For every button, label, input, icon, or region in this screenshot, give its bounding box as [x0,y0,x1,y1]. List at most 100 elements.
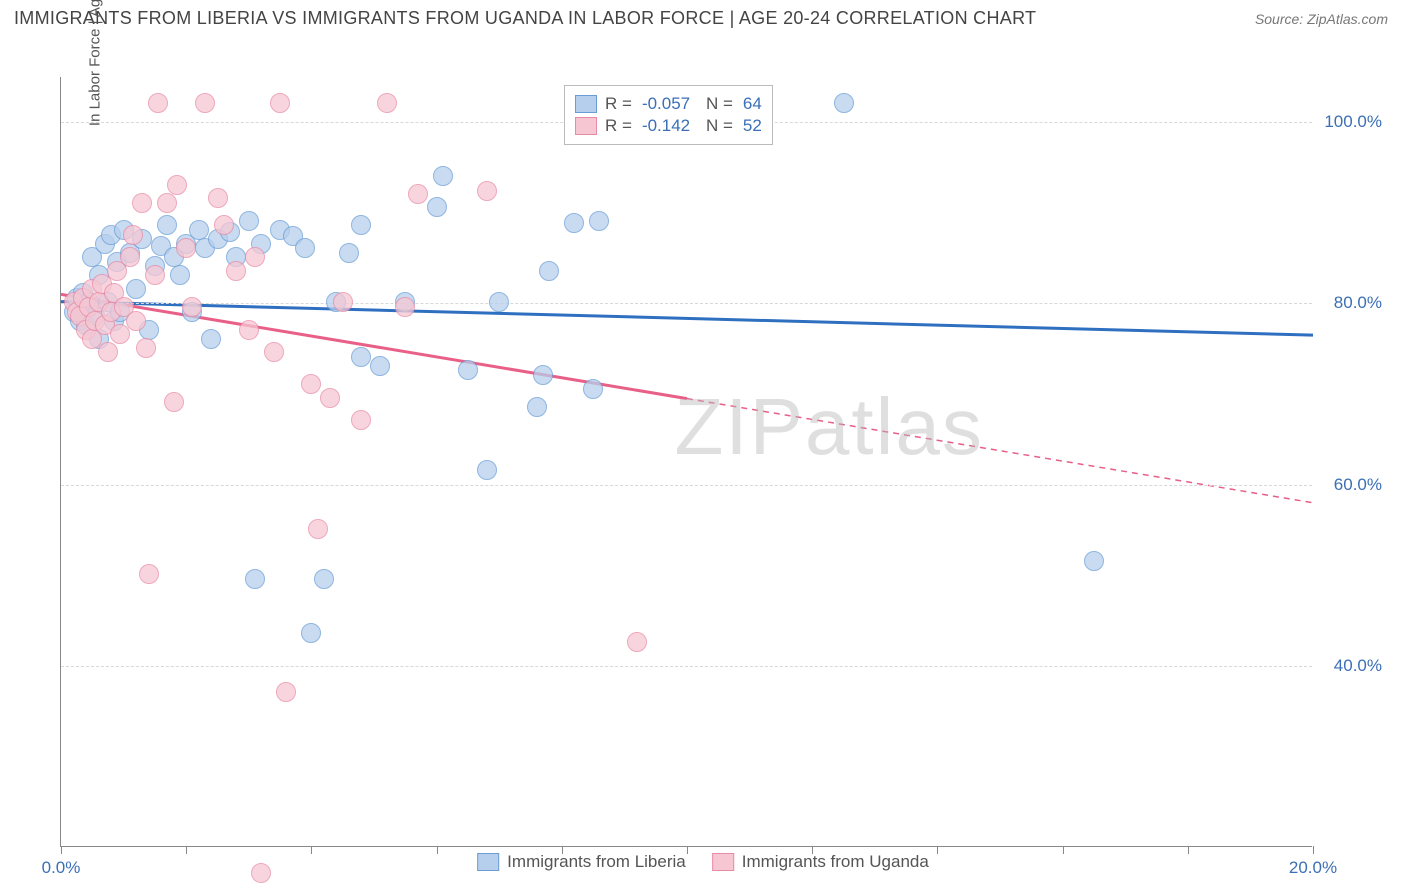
data-point [408,184,428,204]
data-point [270,93,290,113]
legend-row: R = -0.057 N = 64 [575,94,762,114]
gridline [61,303,1312,304]
data-point [126,279,146,299]
x-tick [61,846,62,854]
x-tick [311,846,312,854]
data-point [564,213,584,233]
data-point [239,211,259,231]
data-point [136,338,156,358]
legend-series-name: Immigrants from Liberia [507,852,686,872]
x-tick [1188,846,1189,854]
data-point [195,93,215,113]
data-point [208,188,228,208]
y-tick-label: 100.0% [1324,112,1382,132]
data-point [295,238,315,258]
data-point [245,247,265,267]
series-legend: Immigrants from Liberia Immigrants from U… [477,852,929,872]
x-tick-label: 0.0% [42,858,81,878]
data-point [139,564,159,584]
data-point [308,519,328,539]
data-point [395,297,415,317]
chart-title: IMMIGRANTS FROM LIBERIA VS IMMIGRANTS FR… [14,8,1036,29]
legend-series-name: Immigrants from Uganda [742,852,929,872]
y-tick-label: 80.0% [1334,293,1382,313]
data-point [189,220,209,240]
data-point [182,297,202,317]
data-point [276,682,296,702]
data-point [226,261,246,281]
legend-r-label: R = [605,116,632,136]
data-point [264,342,284,362]
legend-swatch [575,95,597,113]
data-point [148,93,168,113]
x-tick [1063,846,1064,854]
data-point [201,329,221,349]
legend-r-value: -0.057 [642,94,698,114]
legend-n-value: 52 [743,116,762,136]
plot-area: ZIPatlas 40.0%60.0%80.0%100.0%0.0%20.0% [60,77,1312,847]
legend-item: Immigrants from Uganda [712,852,929,872]
data-point [1084,551,1104,571]
data-point [377,93,397,113]
gridline [61,666,1312,667]
legend-swatch [575,117,597,135]
data-point [583,379,603,399]
correlation-legend: R = -0.057 N = 64 R = -0.142 N = 52 [564,85,773,145]
data-point [245,569,265,589]
legend-r-value: -0.142 [642,116,698,136]
data-point [527,397,547,417]
legend-swatch [477,853,499,871]
x-tick [1313,846,1314,854]
legend-r-label: R = [605,94,632,114]
data-point [132,193,152,213]
x-tick [186,846,187,854]
data-point [477,181,497,201]
data-point [164,392,184,412]
data-point [589,211,609,231]
x-tick [437,846,438,854]
data-point [176,238,196,258]
data-point [339,243,359,263]
data-point [167,175,187,195]
data-point [157,193,177,213]
data-point [251,863,271,883]
data-point [333,292,353,312]
data-point [301,374,321,394]
source-label: Source: ZipAtlas.com [1255,11,1388,27]
legend-item: Immigrants from Liberia [477,852,686,872]
data-point [351,347,371,367]
data-point [314,569,334,589]
data-point [214,215,234,235]
data-point [120,247,140,267]
data-point [458,360,478,380]
legend-n-label: N = [706,116,733,136]
data-point [351,215,371,235]
regression-lines [61,77,1313,847]
data-point [370,356,390,376]
data-point [145,265,165,285]
data-point [539,261,559,281]
x-tick-label: 20.0% [1289,858,1337,878]
data-point [477,460,497,480]
data-point [157,215,177,235]
data-point [351,410,371,430]
gridline [61,485,1312,486]
legend-n-label: N = [706,94,733,114]
y-tick-label: 60.0% [1334,475,1382,495]
y-tick-label: 40.0% [1334,656,1382,676]
data-point [533,365,553,385]
data-point [627,632,647,652]
data-point [834,93,854,113]
data-point [427,197,447,217]
data-point [433,166,453,186]
legend-n-value: 64 [743,94,762,114]
watermark: ZIPatlas [674,381,983,473]
x-tick [937,846,938,854]
data-point [170,265,190,285]
legend-row: R = -0.142 N = 52 [575,116,762,136]
data-point [239,320,259,340]
data-point [489,292,509,312]
data-point [301,623,321,643]
data-point [98,342,118,362]
data-point [126,311,146,331]
